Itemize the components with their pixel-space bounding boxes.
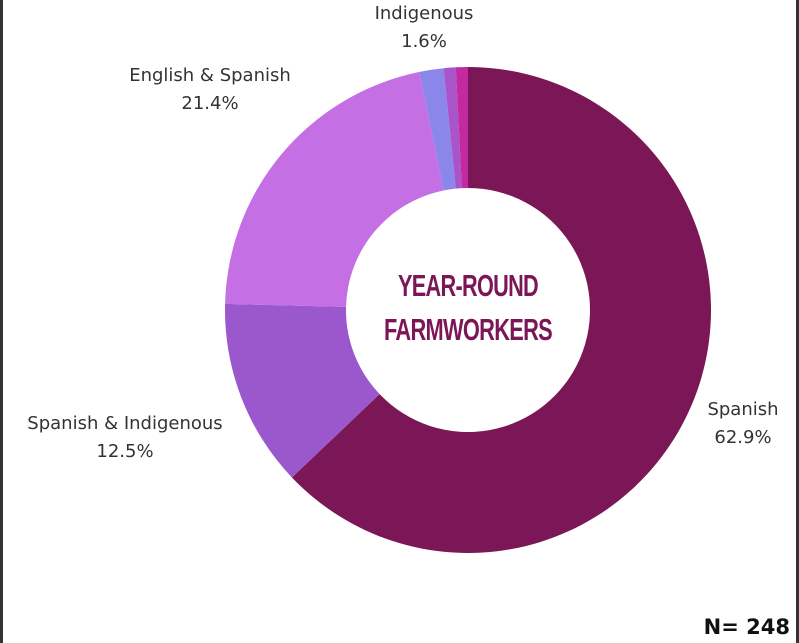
slice — [419, 68, 456, 191]
slice-value-label: 21.4% — [181, 93, 238, 114]
slice — [455, 67, 468, 189]
slice-label: Spanish — [707, 399, 778, 420]
slice-label: Spanish & Indigenous — [27, 413, 222, 434]
center-label: YEAR-ROUND — [398, 268, 538, 303]
center-label: FARMWORKERS — [384, 312, 552, 347]
slice — [443, 67, 462, 189]
slice-label: Indigenous — [375, 3, 474, 24]
note: N= 248 — [704, 615, 790, 639]
slice-label: English & Spanish — [129, 65, 291, 86]
slice-value-label: 62.9% — [714, 427, 771, 448]
slice-value-label: 12.5% — [96, 441, 153, 462]
slice-value-label: 1.6% — [401, 31, 447, 52]
slice — [225, 71, 444, 307]
slice — [224, 303, 380, 478]
slice — [291, 67, 711, 553]
donut — [224, 67, 711, 553]
